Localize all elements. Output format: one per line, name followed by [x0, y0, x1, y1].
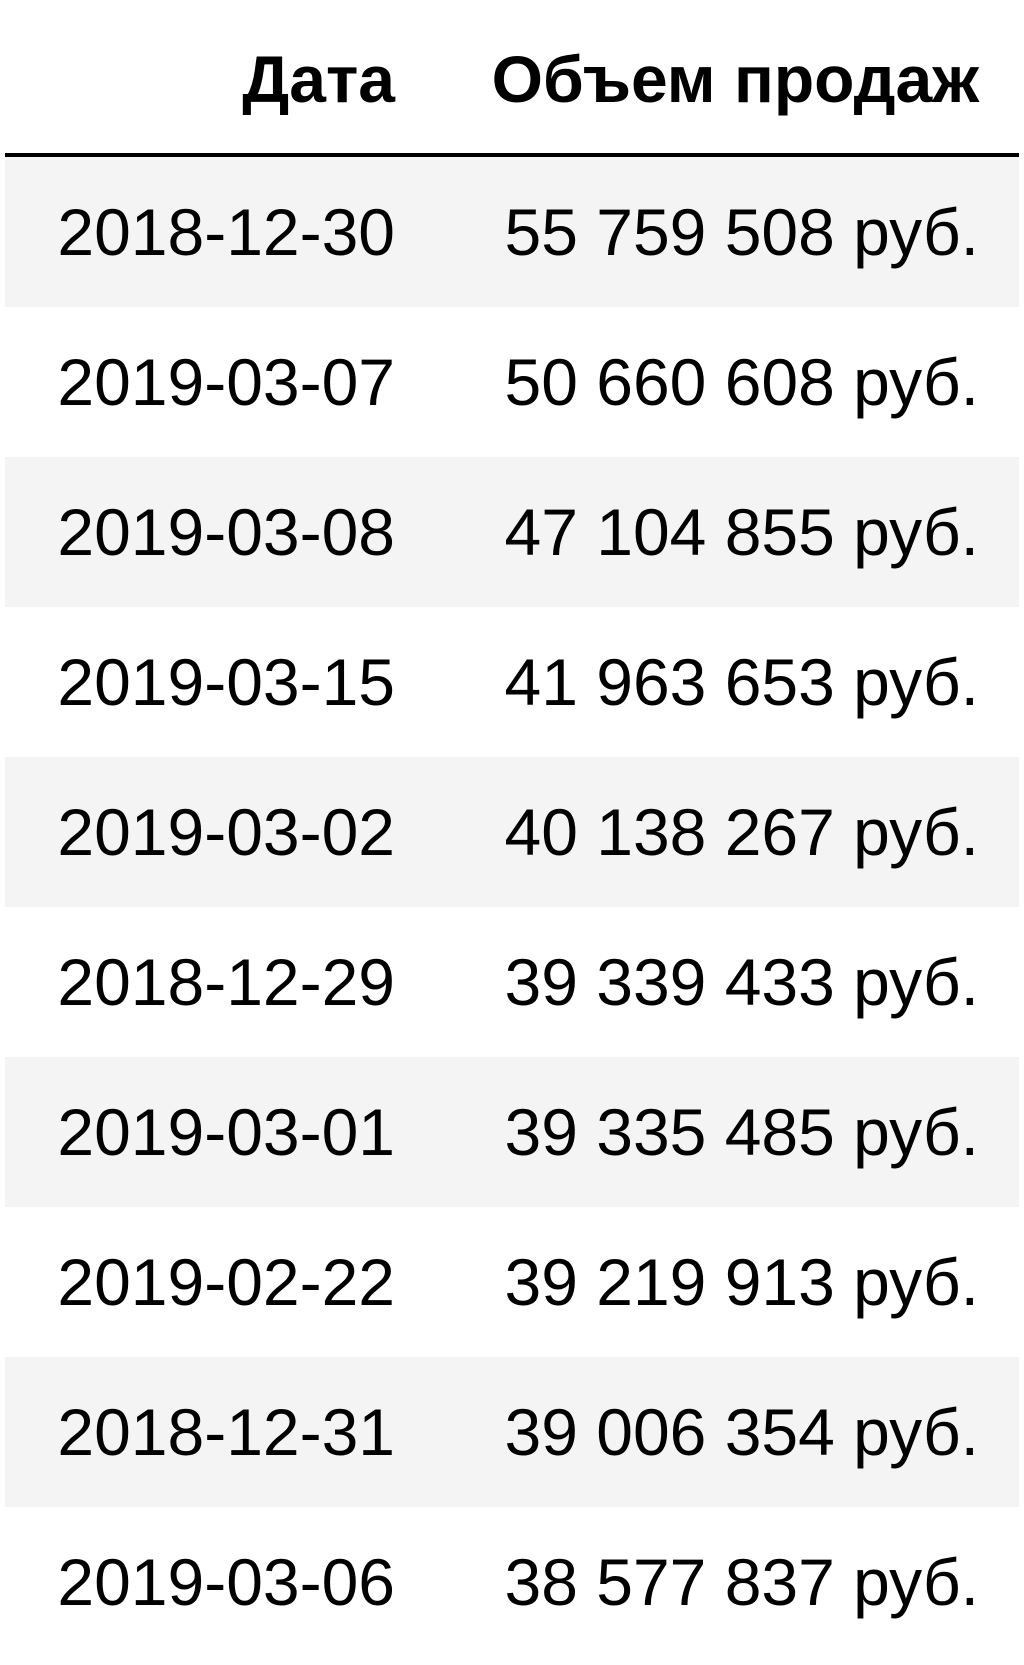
- cell-sales: 50 660 608 руб.: [504, 345, 979, 419]
- cell-date: 2019-02-22: [57, 1245, 395, 1319]
- cell-date: 2019-03-01: [57, 1095, 395, 1169]
- cell-date: 2018-12-30: [57, 195, 395, 269]
- cell-date: 2019-03-06: [57, 1545, 395, 1619]
- cell-date: 2018-12-29: [57, 945, 395, 1019]
- cell-sales: 55 759 508 руб.: [504, 195, 979, 269]
- cell-sales: 40 138 267 руб.: [504, 795, 979, 869]
- table-row: 2019-03-08 47 104 855 руб.: [5, 457, 1019, 607]
- table-row: 2019-03-06 38 577 837 руб.: [5, 1507, 1019, 1657]
- sales-table: Дата Объем продаж 2018-12-30 55 759 508 …: [5, 5, 1019, 1657]
- header-row: Дата Объем продаж: [5, 5, 1019, 155]
- cell-date: 2019-03-08: [57, 495, 395, 569]
- table-row: 2019-03-02 40 138 267 руб.: [5, 757, 1019, 907]
- cell-sales: 47 104 855 руб.: [504, 495, 979, 569]
- cell-date: 2019-03-02: [57, 795, 395, 869]
- table-body: 2018-12-30 55 759 508 руб. 2019-03-07 50…: [5, 155, 1019, 1657]
- cell-date: 2019-03-15: [57, 645, 395, 719]
- header-date: Дата: [242, 42, 395, 116]
- table-row: 2018-12-29 39 339 433 руб.: [5, 907, 1019, 1057]
- table-row: 2019-03-15 41 963 653 руб.: [5, 607, 1019, 757]
- table-header: Дата Объем продаж: [5, 5, 1019, 155]
- cell-sales: 38 577 837 руб.: [504, 1545, 979, 1619]
- cell-sales: 39 219 913 руб.: [504, 1245, 979, 1319]
- header-sales: Объем продаж: [491, 42, 979, 116]
- table-row: 2019-02-22 39 219 913 руб.: [5, 1207, 1019, 1357]
- cell-date: 2019-03-07: [57, 345, 395, 419]
- cell-sales: 39 339 433 руб.: [504, 945, 979, 1019]
- table-row: 2018-12-31 39 006 354 руб.: [5, 1357, 1019, 1507]
- table-row: 2019-03-07 50 660 608 руб.: [5, 307, 1019, 457]
- cell-date: 2018-12-31: [57, 1395, 395, 1469]
- cell-sales: 41 963 653 руб.: [504, 645, 979, 719]
- cell-sales: 39 335 485 руб.: [504, 1095, 979, 1169]
- table-row: 2018-12-30 55 759 508 руб.: [5, 155, 1019, 307]
- cell-sales: 39 006 354 руб.: [504, 1395, 979, 1469]
- table-row: 2019-03-01 39 335 485 руб.: [5, 1057, 1019, 1207]
